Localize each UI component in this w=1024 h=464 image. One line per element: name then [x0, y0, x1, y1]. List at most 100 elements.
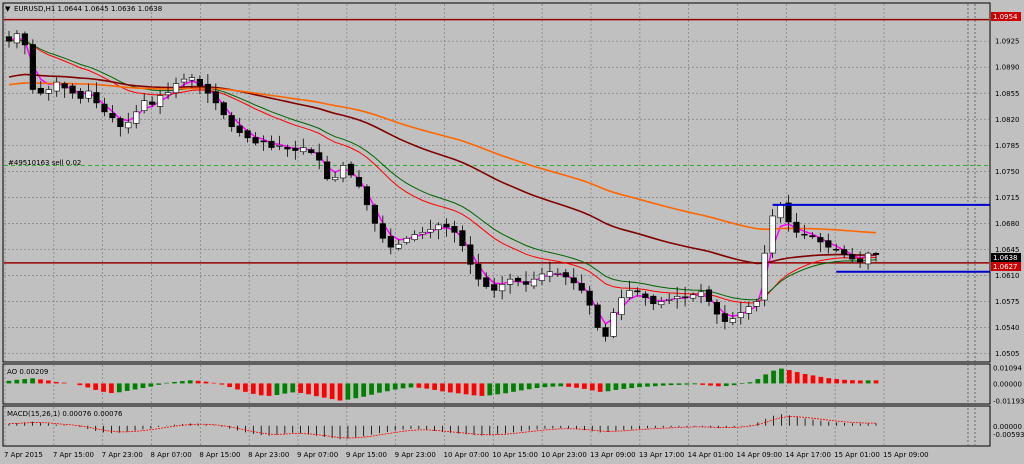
candle-body: [339, 165, 347, 179]
candle-body: [634, 290, 641, 293]
candle-body: [379, 223, 386, 239]
candle-body: [212, 91, 219, 104]
time-tick-label: 9 Apr 23:00: [395, 451, 436, 459]
candle-body: [682, 296, 689, 299]
candle-body: [833, 248, 840, 251]
candle-body: [793, 221, 800, 233]
candle-body: [419, 232, 426, 235]
candle-body: [29, 44, 36, 90]
chart-triangle-icon: ▼: [5, 5, 11, 13]
candle-body: [602, 327, 609, 337]
candle-body: [626, 290, 633, 298]
candle-body: [411, 234, 418, 240]
candle-body: [674, 295, 681, 299]
candle-body: [316, 152, 323, 161]
candle-body: [21, 33, 28, 46]
ao-tick-label: 0.01094: [993, 365, 1022, 373]
ma-orange-line: [8, 82, 877, 234]
candle-body: [164, 92, 172, 96]
order-label: #49510163 sell 0.02: [8, 159, 81, 167]
main-panel-frame: [2, 2, 991, 363]
time-tick-label: 14 Apr 17:00: [785, 451, 831, 459]
time-tick-label: 8 Apr 15:00: [199, 451, 240, 459]
candlesticks: [5, 30, 880, 342]
candle-body: [697, 291, 705, 297]
price-axis: 1.0925 1.0890 1.0855 1.0820 1.0785 1.0750 1.07…: [993, 38, 1024, 440]
candle-body: [141, 100, 148, 111]
candle-body: [347, 163, 355, 176]
candle-body: [769, 215, 776, 254]
price-tick-label: 1.0610: [995, 272, 1020, 280]
price-tick-label: 1.0575: [995, 298, 1020, 306]
candle-body: [737, 312, 744, 318]
candle-body: [666, 298, 673, 301]
candle-body: [133, 111, 140, 124]
ao-panel-frame: [2, 363, 991, 405]
candle-body: [13, 33, 21, 44]
time-tick-label: 10 Apr 15:00: [492, 451, 538, 459]
candle-body: [841, 249, 848, 255]
candle-body: [491, 284, 498, 291]
candle-body: [562, 272, 569, 278]
candle-body: [196, 78, 203, 87]
candle-body: [125, 121, 132, 129]
candle-body: [220, 102, 227, 116]
candle-body: [109, 113, 116, 119]
candle-body: [236, 125, 243, 133]
price-tick-label: 1.0680: [995, 220, 1020, 228]
candle-body: [37, 87, 44, 94]
candle-body: [499, 284, 506, 292]
candle-body: [117, 118, 124, 128]
candle-body: [538, 273, 546, 281]
time-tick-label: 7 Apr 15:00: [53, 451, 94, 459]
macd-tick-label: -0.00593: [993, 431, 1024, 439]
macd-label: MACD(15,26,1) 0.00076 0.00076: [7, 410, 123, 418]
candle-body: [180, 78, 188, 83]
candle-body: [705, 289, 713, 302]
candle-body: [530, 278, 538, 287]
ao-histogram: [6, 368, 879, 401]
candle-body: [801, 233, 808, 236]
candle-body: [546, 271, 553, 277]
candle-body: [188, 77, 196, 81]
candle-body: [308, 149, 315, 154]
macd-signal-line: [8, 416, 877, 439]
time-tick-label: 15 Apr 01:00: [834, 451, 880, 459]
candle-body: [149, 101, 156, 105]
price-tag-level: 1.0627: [991, 262, 1021, 271]
candle-body: [355, 176, 363, 187]
symbol-info: EURUSD,H1 1.0644 1.0645 1.0636 1.0638: [14, 5, 162, 13]
candle-body: [554, 272, 561, 275]
candle-body: [721, 313, 728, 322]
candle-body: [371, 204, 378, 224]
price-tick-label: 1.0505: [995, 350, 1020, 358]
candle-body: [93, 92, 100, 104]
range-box[interactable]: [772, 203, 990, 273]
svg-text:1.0627: 1.0627: [993, 263, 1018, 271]
candle-body: [689, 294, 697, 299]
ma-fast-line: [8, 36, 877, 325]
time-tick-label: 9 Apr 15:00: [346, 451, 387, 459]
horizontal-levels[interactable]: [4, 18, 989, 264]
candle-body: [475, 263, 482, 280]
price-tick-label: 1.0715: [995, 194, 1020, 202]
candle-body: [514, 277, 522, 282]
candle-body: [45, 89, 52, 94]
candle-body: [857, 258, 864, 263]
candle-body: [69, 85, 76, 94]
price-tick-label: 1.0855: [995, 90, 1020, 98]
candle-body: [618, 297, 625, 315]
candle-body: [642, 293, 649, 299]
candle-body: [586, 290, 593, 306]
time-tick-label: 14 Apr 01:00: [688, 451, 734, 459]
time-tick-label: 10 Apr 07:00: [444, 451, 490, 459]
candle-body: [395, 243, 402, 249]
candle-body: [761, 252, 768, 301]
candle-body: [172, 83, 180, 94]
candle-body: [427, 229, 434, 233]
svg-text:1.0638: 1.0638: [993, 254, 1018, 262]
price-tick-label: 1.0925: [995, 38, 1020, 46]
ma-red-line: [8, 39, 877, 304]
candle-body: [244, 130, 251, 139]
